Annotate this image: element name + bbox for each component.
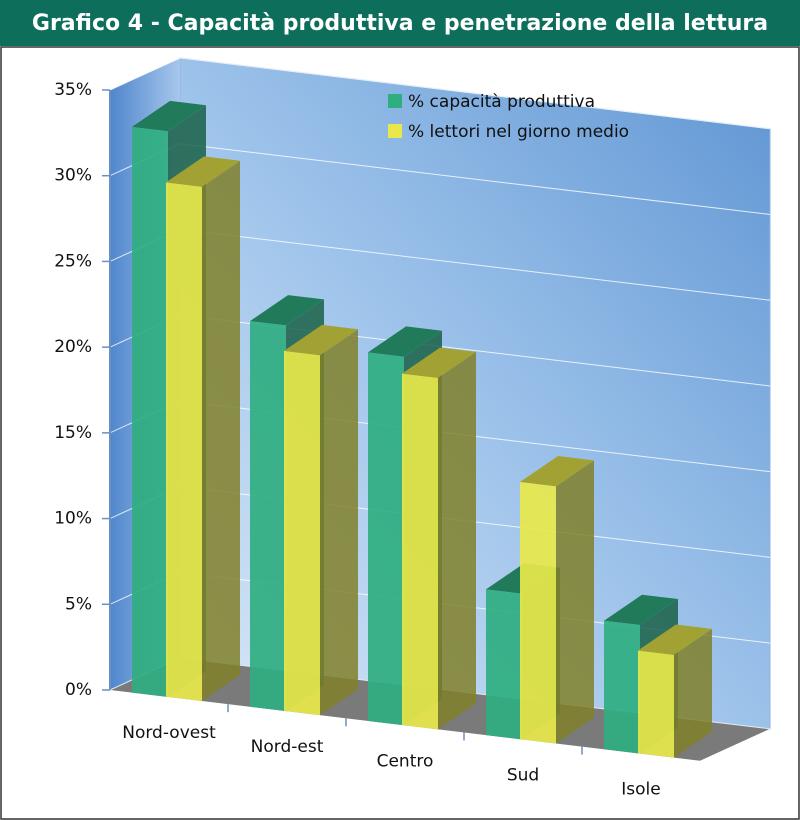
chart-title: Grafico 4 - Capacità produttiva e penetr… bbox=[32, 11, 768, 36]
bar-top bbox=[166, 156, 240, 187]
bar-top bbox=[604, 594, 678, 626]
legend-label: % lettori nel giorno medio bbox=[408, 122, 629, 142]
y-tick-label: 35% bbox=[54, 80, 92, 100]
bar-front bbox=[520, 482, 556, 744]
bar-front bbox=[284, 350, 320, 716]
y-tick-label: 15% bbox=[54, 423, 92, 443]
bar-top bbox=[132, 100, 206, 132]
bar-front bbox=[486, 589, 522, 740]
bar bbox=[520, 456, 594, 744]
y-tick-label: 0% bbox=[65, 680, 92, 700]
bar bbox=[166, 156, 240, 702]
bar-side bbox=[320, 329, 358, 716]
bar-front bbox=[402, 373, 438, 730]
bar-front bbox=[132, 126, 168, 697]
frame bbox=[0, 46, 800, 820]
bar-front bbox=[604, 620, 640, 754]
x-tick-label: Centro bbox=[377, 751, 434, 771]
x-tick-label: Nord-est bbox=[251, 737, 324, 757]
grid-line bbox=[109, 57, 771, 130]
y-tick-label: 25% bbox=[54, 251, 92, 271]
bar-top bbox=[520, 456, 594, 487]
bar-top bbox=[250, 295, 324, 326]
bar bbox=[402, 347, 476, 730]
x-tick-label: Isole bbox=[621, 780, 660, 800]
bar-top bbox=[368, 326, 442, 357]
legend-swatch bbox=[388, 94, 402, 108]
bar bbox=[638, 624, 712, 758]
y-tick-label: 30% bbox=[54, 166, 92, 186]
bar-front bbox=[166, 182, 202, 702]
bar-side bbox=[438, 351, 476, 730]
legend-swatch bbox=[388, 124, 402, 138]
bar-top bbox=[638, 624, 712, 655]
bar-front bbox=[250, 321, 286, 712]
bar-top bbox=[402, 347, 476, 378]
bar-top bbox=[284, 324, 358, 356]
bar-side bbox=[556, 460, 594, 744]
x-tick-label: Nord-ovest bbox=[122, 723, 216, 743]
bar-front bbox=[638, 650, 674, 758]
y-tick-label: 20% bbox=[54, 337, 92, 357]
bar-side bbox=[202, 160, 240, 702]
plot: 0% 5% 10% 15% 20% 25% 30% 35% % capacità produtt… bbox=[54, 57, 771, 800]
title-bar bbox=[0, 0, 800, 46]
y-tick-label: 10% bbox=[54, 509, 92, 529]
bar-front bbox=[368, 352, 404, 726]
y-tick-label: 5% bbox=[65, 594, 92, 614]
bar bbox=[284, 324, 358, 716]
bar-side bbox=[674, 628, 712, 758]
x-tick-label: Sud bbox=[507, 766, 539, 786]
legend-label: % capacità produttiva bbox=[408, 92, 595, 112]
